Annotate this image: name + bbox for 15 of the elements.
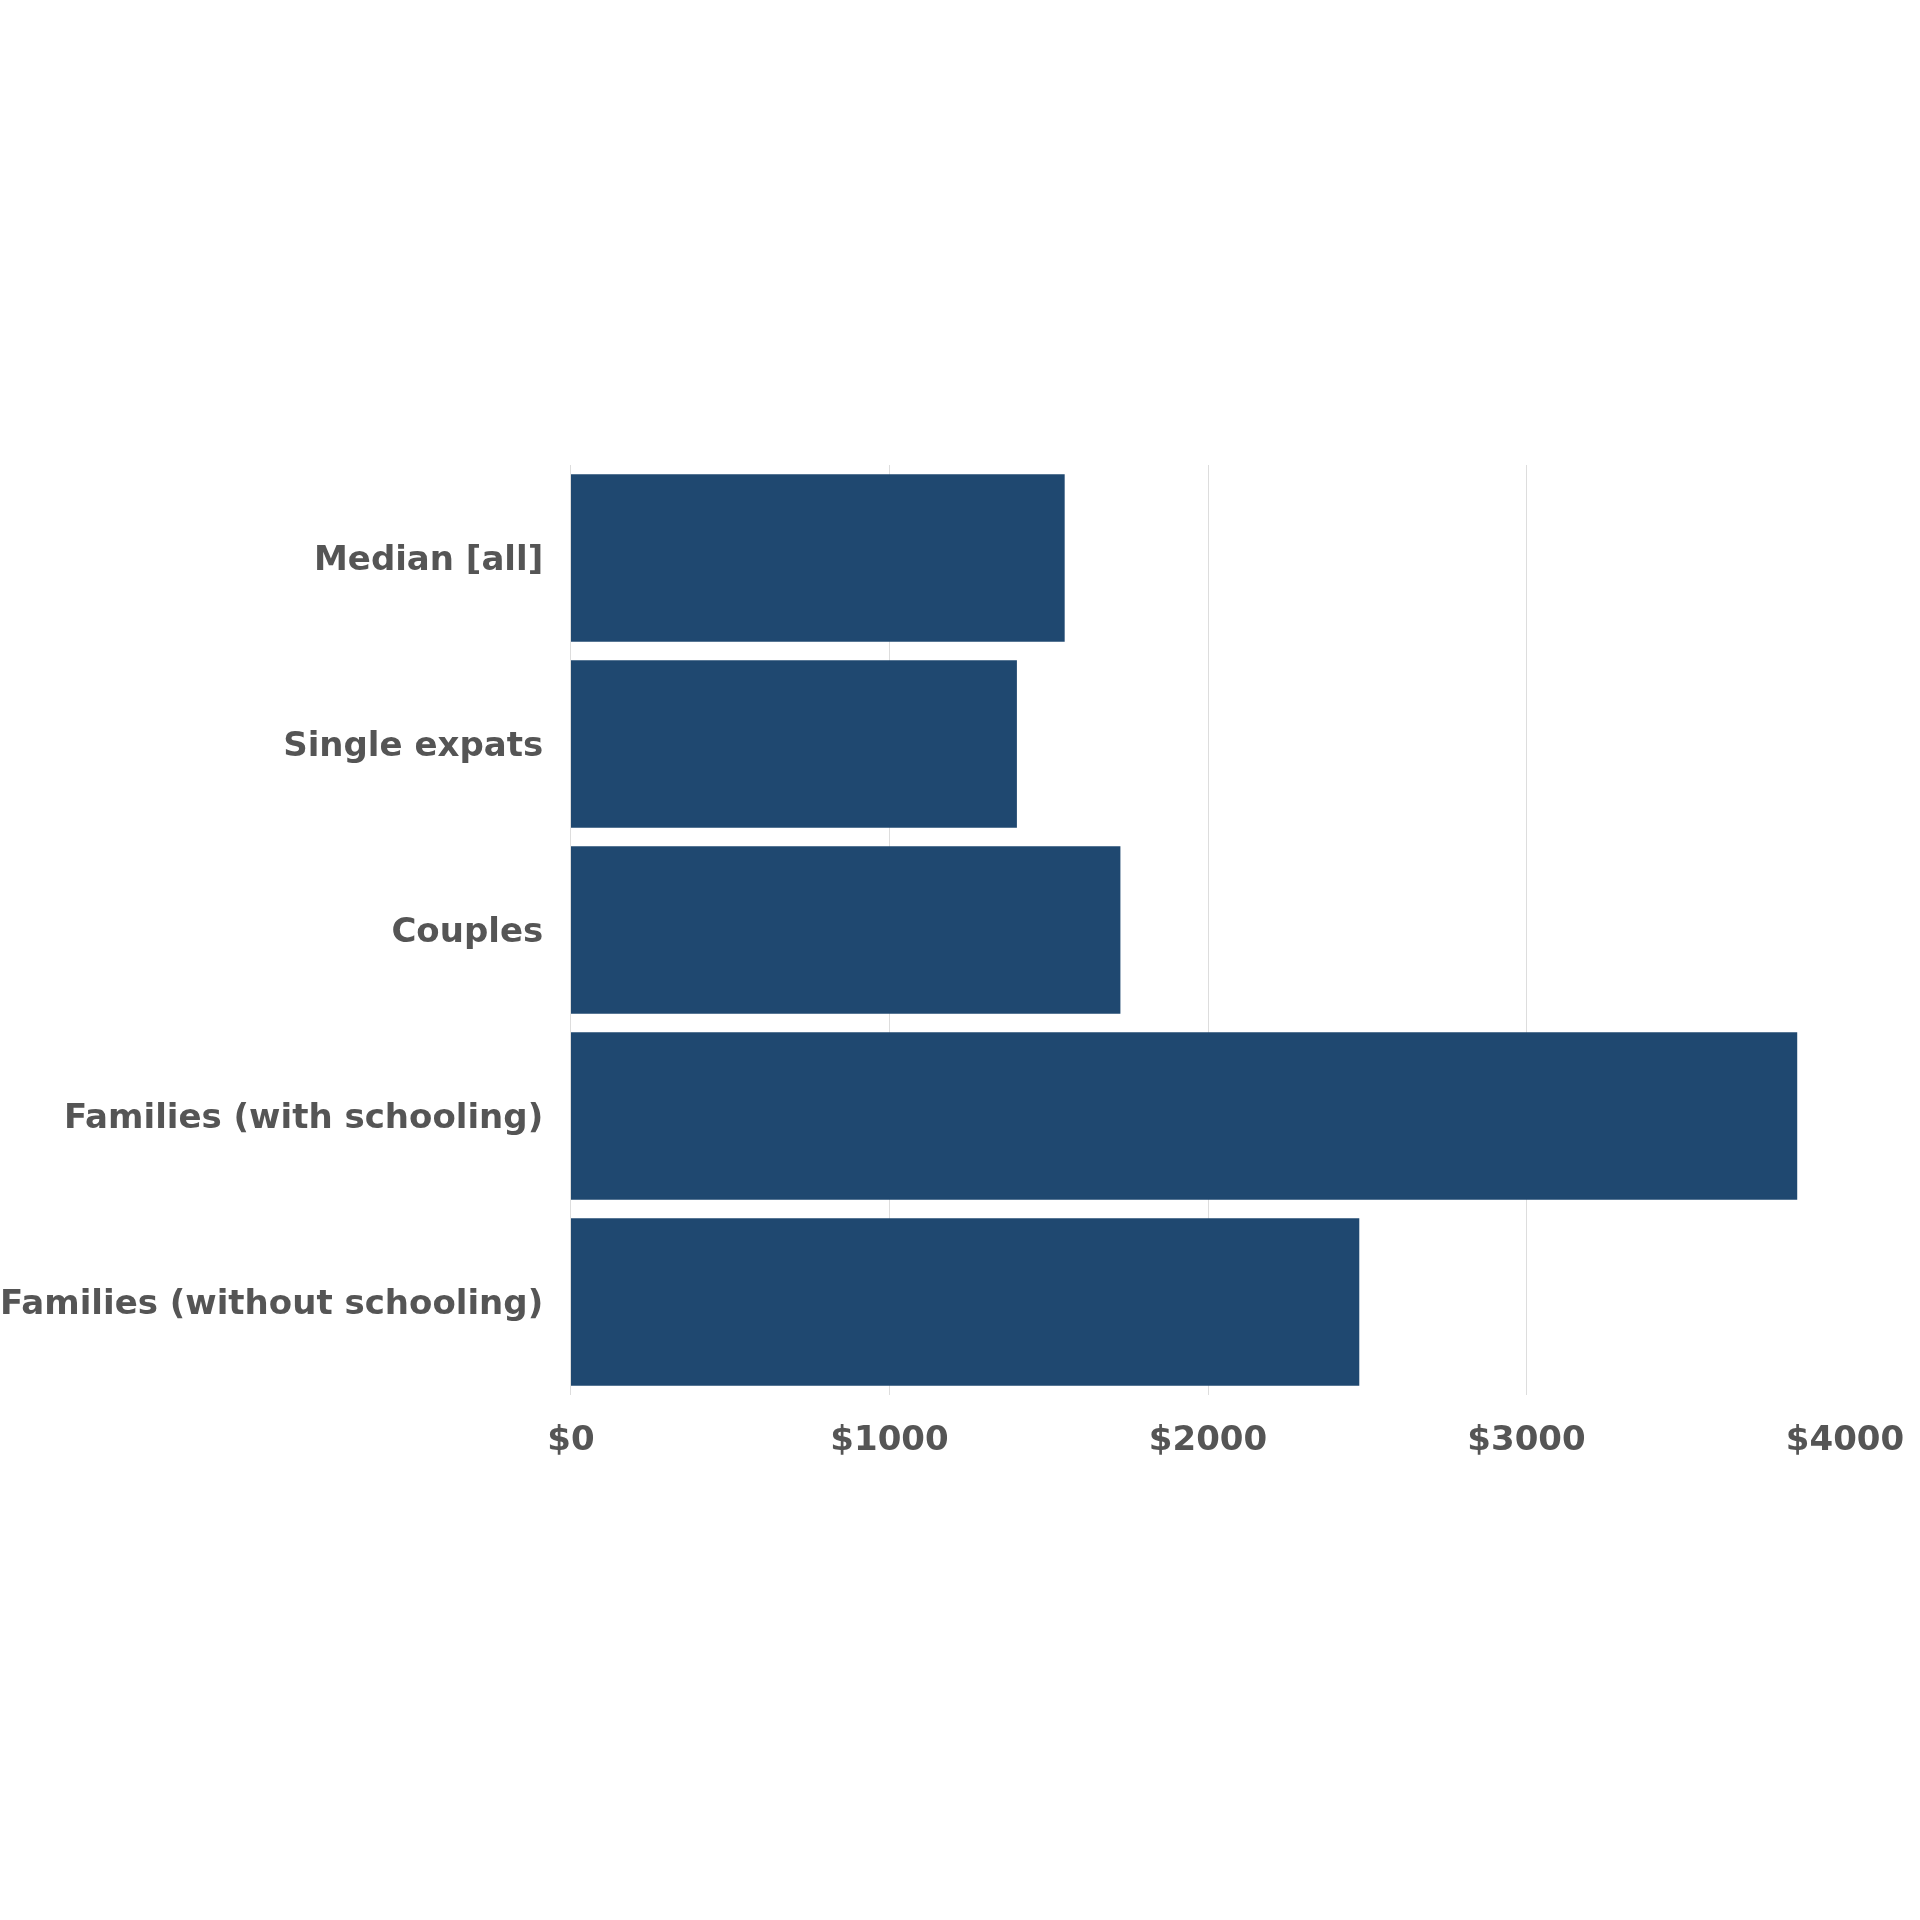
y-tick-label: Families (with schooling) xyxy=(63,1095,544,1136)
bar xyxy=(571,846,1121,1014)
y-tick-label: Median [all] xyxy=(314,537,544,578)
y-tick-label: Single expats xyxy=(283,723,544,764)
x-tick-label: $3000 xyxy=(1467,1418,1586,1458)
bar xyxy=(571,1032,1798,1200)
bar xyxy=(571,660,1017,828)
x-tick-label: $1000 xyxy=(830,1418,949,1458)
y-tick-label: Families (without schooling) xyxy=(0,1281,544,1322)
bar xyxy=(571,474,1065,642)
bar xyxy=(571,1218,1360,1386)
x-tick-label: $4000 xyxy=(1785,1418,1905,1458)
x-tick-label: $0 xyxy=(547,1418,595,1458)
x-tick-label: $2000 xyxy=(1148,1418,1268,1458)
y-tick-label: Couples xyxy=(391,909,544,950)
